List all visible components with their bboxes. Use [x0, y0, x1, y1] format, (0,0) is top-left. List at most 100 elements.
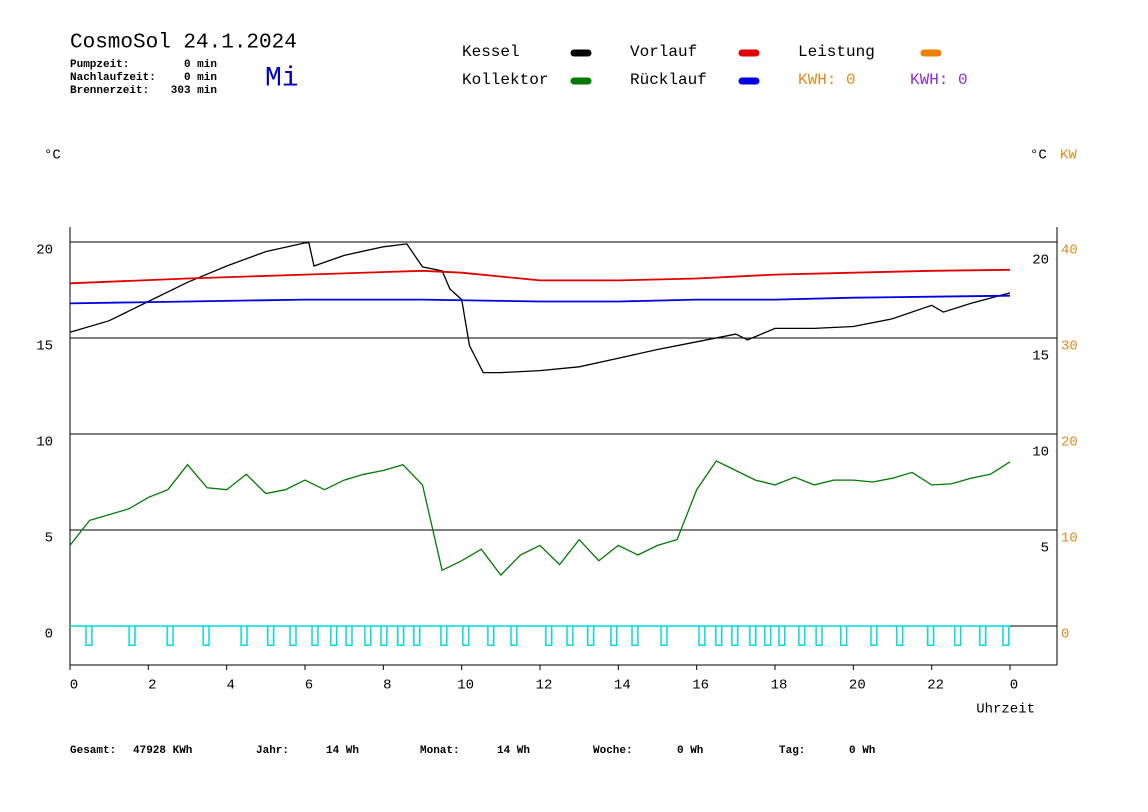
y3-tick-label: 15	[1032, 349, 1049, 365]
x-tick-label: 18	[771, 678, 788, 694]
pump-pulse	[798, 626, 806, 646]
info-label: Pumpzeit:	[70, 59, 129, 71]
series-line	[69, 294, 1011, 305]
y-tick-label: 15	[36, 339, 53, 355]
pump-pulse	[202, 626, 210, 646]
pump-pulse	[870, 626, 878, 646]
pump-pulse	[587, 626, 595, 646]
pump-pulse	[240, 626, 248, 646]
footer-value: 14 Wh	[326, 745, 359, 757]
x-tick-label: 8	[383, 678, 391, 694]
kwh-label: KWH: 0	[798, 71, 856, 89]
y-tick-label: 20	[36, 243, 53, 259]
y3-tick-label: 20	[1032, 253, 1049, 269]
pump-pulse	[85, 626, 93, 646]
pump-pulse	[731, 626, 739, 646]
pump-pulse	[778, 626, 786, 646]
pump-pulse	[345, 626, 353, 646]
pump-pulse	[413, 626, 421, 646]
footer-label: Woche:	[593, 745, 633, 757]
footer-label: Tag:	[779, 745, 805, 757]
x-tick-label: 20	[849, 678, 866, 694]
x-tick-label: 14	[614, 678, 631, 694]
y2-tick-label: 30	[1061, 339, 1078, 355]
pump-pulse	[698, 626, 706, 646]
legend-label: Kessel	[462, 43, 520, 61]
x-tick-label: 0	[70, 678, 78, 694]
pump-pulse	[462, 626, 470, 646]
pump-pulse	[954, 626, 962, 646]
pump-pulse	[487, 626, 495, 646]
y2-tick-label: 20	[1061, 435, 1078, 451]
pump-pulse	[545, 626, 553, 646]
series-line	[69, 242, 1011, 374]
legend-label: Leistung	[798, 43, 875, 61]
pump-pulse	[660, 626, 668, 646]
series-line	[69, 460, 1011, 577]
pump-pulse	[840, 626, 848, 646]
y-unit: °C	[44, 148, 61, 164]
info-value: 303 min	[171, 85, 217, 97]
info-label: Nachlaufzeit:	[70, 72, 156, 84]
y2-unit: KW	[1060, 148, 1077, 164]
pump-pulse	[927, 626, 935, 646]
x-tick-label: 2	[148, 678, 156, 694]
y2-tick-label: 10	[1061, 531, 1078, 547]
pump-pulse	[1002, 626, 1010, 646]
footer-value: 47928 KWh	[133, 745, 192, 757]
footer-value: 0 Wh	[849, 745, 875, 757]
info-value: 0 min	[184, 59, 217, 71]
legend-label: Rücklauf	[630, 71, 707, 89]
pump-pulse	[166, 626, 174, 646]
pump-pulse	[397, 626, 405, 646]
pump-pulse	[815, 626, 823, 646]
x-tick-label: 6	[305, 678, 313, 694]
pump-pulse	[764, 626, 772, 646]
footer-label: Monat:	[420, 745, 460, 757]
y3-tick-label: 10	[1032, 445, 1049, 461]
pump-pulse	[289, 626, 297, 646]
y2-unit-c: °C	[1030, 148, 1047, 164]
footer-label: Gesamt:	[70, 745, 116, 757]
pump-pulse	[749, 626, 757, 646]
pump-pulse	[128, 626, 136, 646]
x-tick-label: 0	[1010, 678, 1018, 694]
pump-pulse	[566, 626, 574, 646]
pump-pulse	[330, 626, 338, 646]
footer-value: 0 Wh	[677, 745, 703, 757]
y2-tick-label: 40	[1061, 243, 1078, 259]
pump-pulse	[979, 626, 987, 646]
info-label: Brennerzeit:	[70, 85, 149, 97]
pump-pulse	[715, 626, 723, 646]
x-tick-label: 4	[226, 678, 234, 694]
x-axis-label: Uhrzeit	[976, 702, 1035, 718]
x-tick-label: 12	[536, 678, 553, 694]
footer-value: 14 Wh	[497, 745, 530, 757]
y3-tick-label: 5	[1041, 541, 1049, 557]
pump-pulse	[311, 626, 319, 646]
pump-pulse	[267, 626, 275, 646]
chart-title: CosmoSol 24.1.2024	[70, 32, 297, 55]
pump-pulse	[510, 626, 518, 646]
y-tick-label: 0	[45, 627, 53, 643]
pump-pulse	[380, 626, 388, 646]
pump-pulse	[364, 626, 372, 646]
series-line	[69, 268, 1011, 285]
x-tick-label: 10	[457, 678, 474, 694]
x-tick-label: 22	[927, 678, 944, 694]
y2-tick-label: 0	[1061, 627, 1069, 643]
weekday: Mi	[265, 63, 299, 94]
y-tick-label: 5	[45, 531, 53, 547]
x-tick-label: 16	[692, 678, 709, 694]
legend-label: Kollektor	[462, 71, 548, 89]
pump-pulse	[896, 626, 904, 646]
pump-pulse	[610, 626, 618, 646]
legend-label: Vorlauf	[630, 43, 697, 61]
y-tick-label: 10	[36, 435, 53, 451]
pump-pulse	[631, 626, 639, 646]
info-value: 0 min	[184, 72, 217, 84]
footer-label: Jahr:	[256, 745, 289, 757]
kwh-label: KWH: 0	[910, 71, 968, 89]
pump-pulse	[440, 626, 448, 646]
